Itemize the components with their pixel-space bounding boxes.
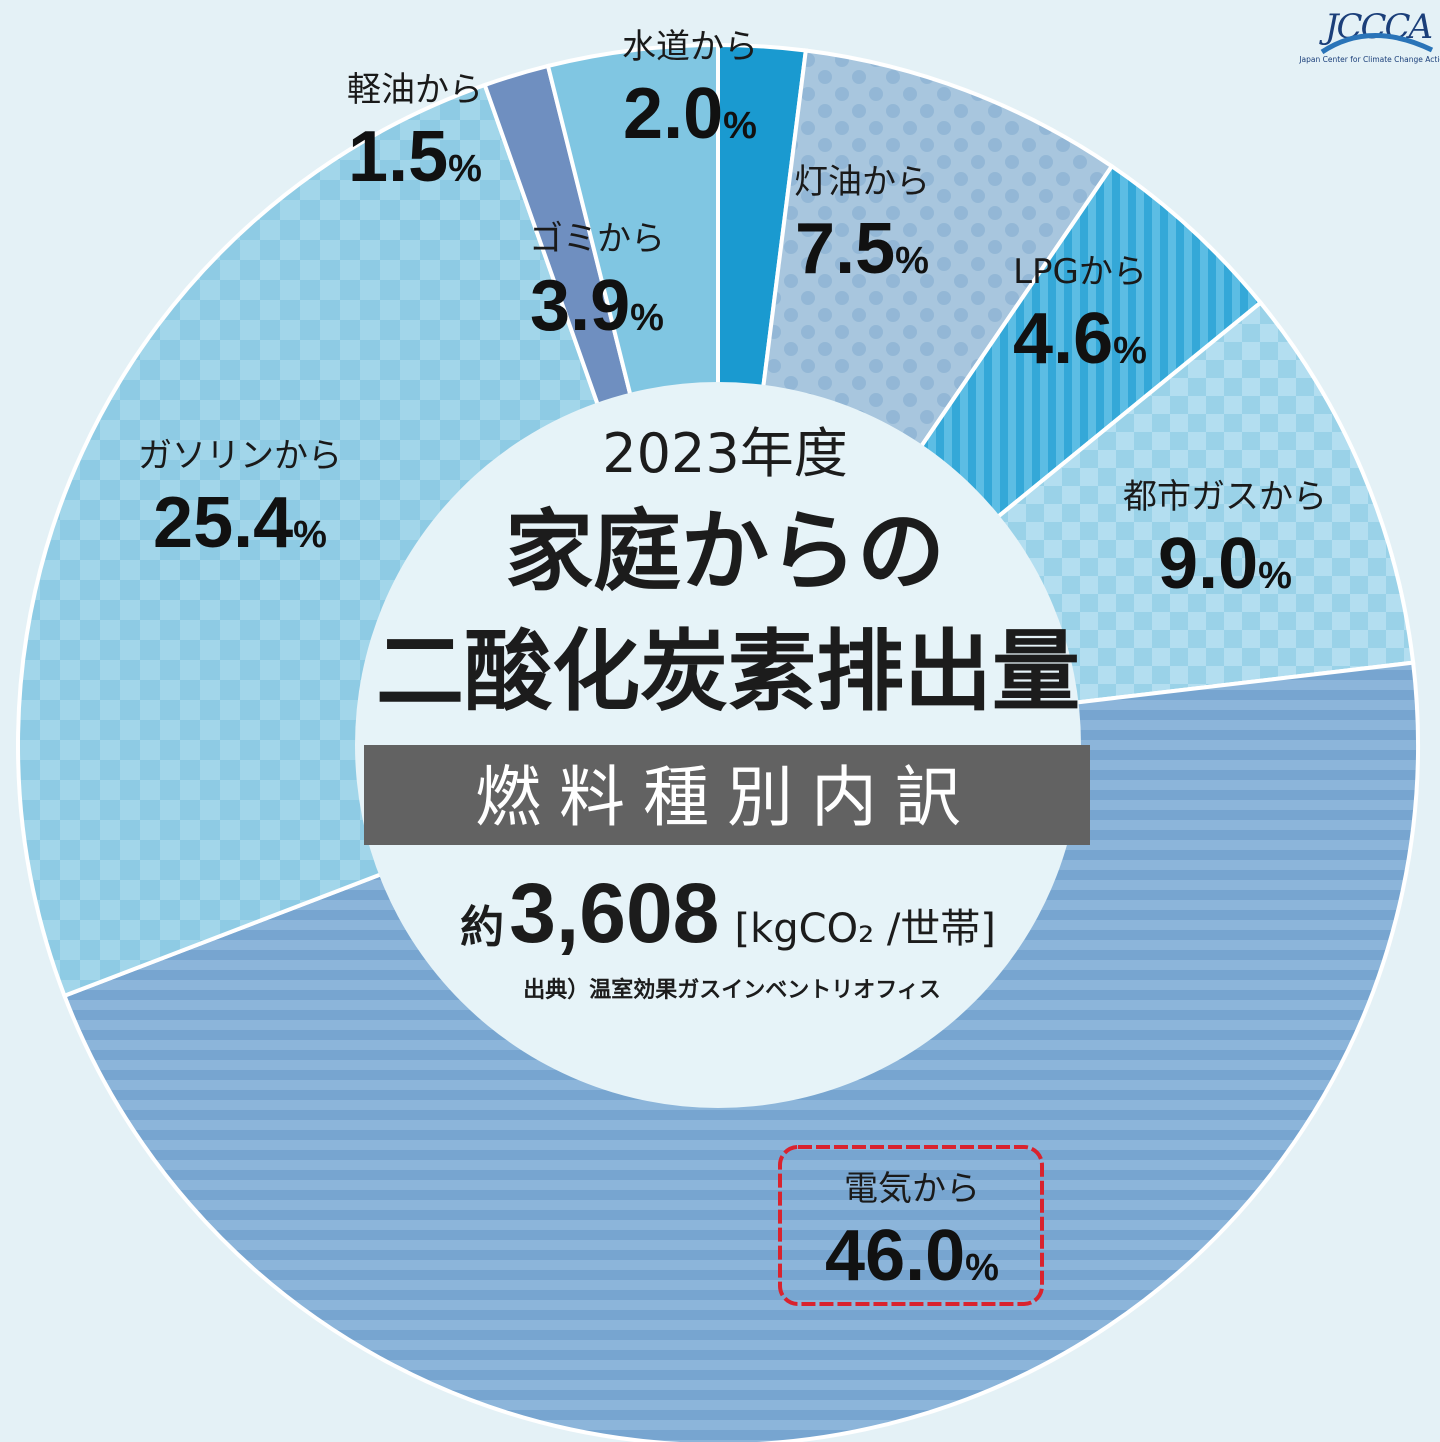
center-total-prefix: 約 <box>460 902 504 953</box>
center-source: 出典）温室効果ガスインベントリオフィス <box>523 977 941 1003</box>
slice-value-label: 7.5% <box>795 209 929 289</box>
slice-category-label: 軽油から <box>347 70 483 110</box>
center-year: 2023年度 <box>602 422 847 485</box>
highlight-box <box>778 1145 1044 1306</box>
slice-value-label: 1.5% <box>348 117 482 197</box>
center-title-line1: 家庭からの <box>505 500 945 603</box>
slice-value-label: 3.9% <box>530 266 664 346</box>
slice-category-label: 灯油から <box>794 162 930 202</box>
slice-value-label: 4.6% <box>1013 299 1147 379</box>
slice-value-label: 46.0% <box>825 1216 999 1296</box>
slice-value-label: 9.0% <box>1158 524 1292 604</box>
jccca-logo: JCCCA Japan Center for Climate Change Ac… <box>1298 7 1440 64</box>
center-title-line2: 二酸化炭素排出量 <box>376 620 1080 723</box>
logo-swoosh-icon <box>1320 33 1434 55</box>
center-band <box>364 745 1090 845</box>
center-block: 2023年度 家庭からの 二酸化炭素排出量 燃料種別内訳 約 3,608 [kg… <box>364 422 1090 1003</box>
logo-subtitle: Japan Center for Climate Change Actions <box>1298 55 1440 64</box>
slice-value-label: 25.4% <box>153 483 327 563</box>
center-total-value: 3,608 <box>509 866 719 960</box>
slice-labels: 水道から 2.0% 灯油から 7.5% LPGから 4.6% 都市ガスから 9.0% 電気から 4… <box>138 27 1327 1296</box>
slice-category-label: 都市ガスから <box>1123 477 1327 517</box>
slice-value-label: 2.0% <box>623 74 757 154</box>
center-band-label: 燃料種別内訳 <box>475 759 979 836</box>
center-total: 約 3,608 [kgCO₂ /世帯] <box>460 866 996 960</box>
slice-category-label: ガソリンから <box>138 436 342 476</box>
slice-category-label: 電気から <box>844 1169 980 1209</box>
slice-category-label: 水道から <box>622 27 758 67</box>
slice-category-label: ゴミから <box>529 219 665 259</box>
slice-category-label: LPGから <box>1013 252 1147 292</box>
center-total-unit: [kgCO₂ /世帯] <box>735 906 996 952</box>
